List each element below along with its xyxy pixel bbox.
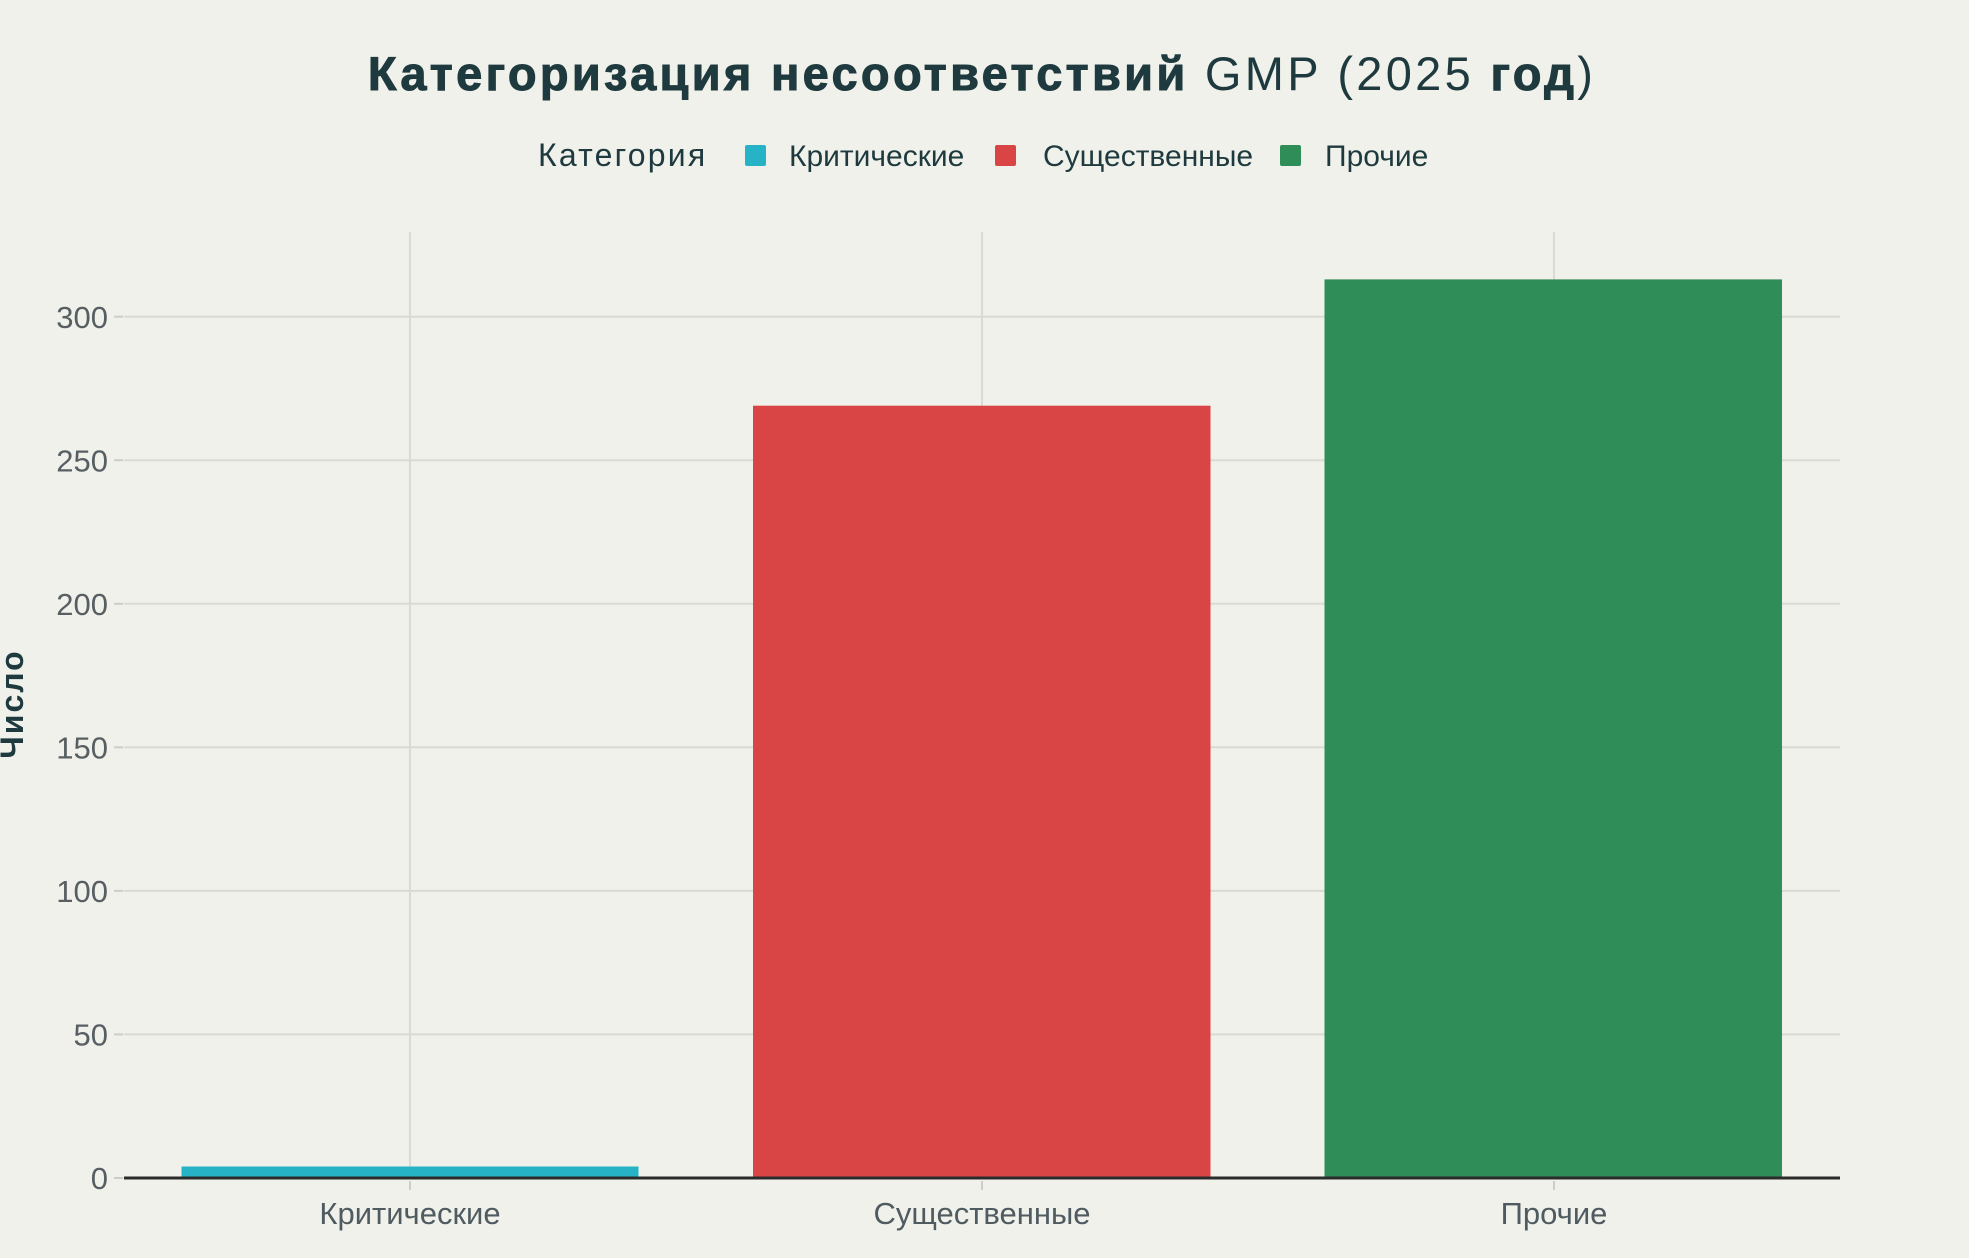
svg-text:300: 300 [56,300,108,335]
svg-text:Критические: Критические [319,1196,500,1231]
svg-text:Число: Число [0,649,30,758]
svg-text:Категоризация несоответствий G: Категоризация несоответствий GMP (2025 г… [368,47,1596,100]
svg-text:200: 200 [56,587,108,622]
svg-text:0: 0 [91,1161,108,1196]
svg-text:100: 100 [56,874,108,909]
svg-text:150: 150 [56,731,108,766]
svg-text:50: 50 [74,1018,108,1053]
svg-text:Существенные: Существенные [1043,140,1253,173]
svg-text:Прочие: Прочие [1501,1196,1608,1231]
svg-text:250: 250 [56,444,108,479]
svg-text:Категория: Категория [538,137,707,173]
svg-text:Существенные: Существенные [873,1196,1090,1231]
svg-text:Прочие: Прочие [1325,140,1428,173]
svg-text:Критические: Критические [789,140,964,173]
